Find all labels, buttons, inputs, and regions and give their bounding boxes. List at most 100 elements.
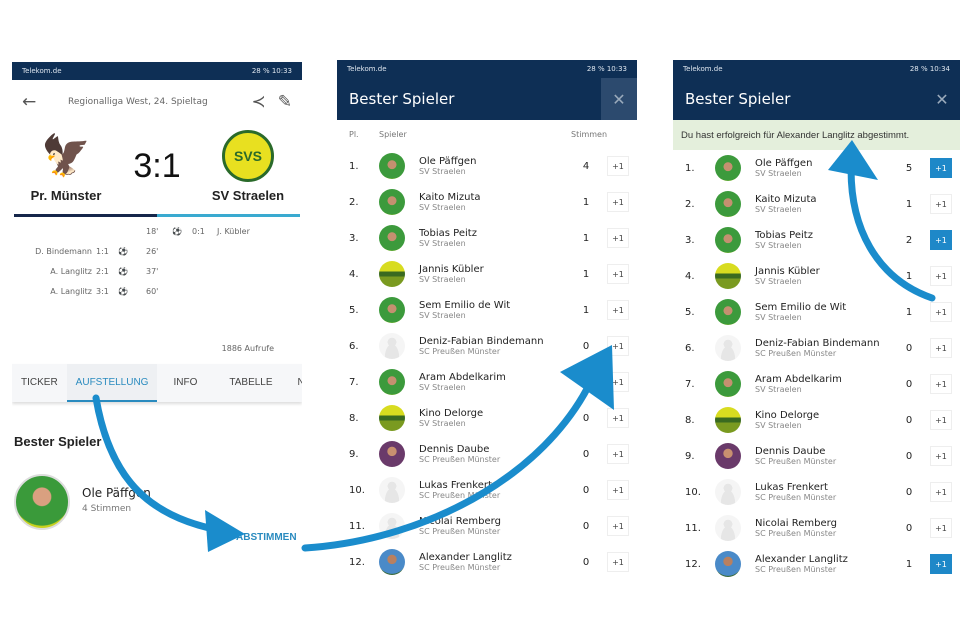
close-icon[interactable]: ✕ — [601, 78, 637, 120]
plus-one-button[interactable]: +1 — [930, 518, 952, 538]
plus-one-button[interactable]: +1 — [607, 192, 629, 212]
player-name: Lukas Frenkert — [419, 480, 492, 491]
plus-one-button[interactable]: +1 — [607, 408, 629, 428]
player-row: 4. Jannis Kübler SV Straelen 1 +1 — [673, 258, 960, 294]
player-row: 7. Aram Abdelkarim SV Straelen 0 +1 — [673, 366, 960, 402]
goal-minute: 18' — [146, 227, 159, 236]
plus-one-button[interactable]: +1 — [607, 336, 629, 356]
tab-news[interactable]: NEWS — [297, 377, 302, 388]
tab-tabelle[interactable]: TABELLE — [229, 377, 273, 388]
rank: 11. — [685, 522, 701, 534]
rank: 4. — [349, 268, 359, 280]
vote-count: 0 — [582, 376, 590, 388]
plus-one-button[interactable]: +1 — [930, 446, 952, 466]
player-name: Jannis Kübler — [755, 266, 820, 277]
plus-one-button[interactable]: +1 — [607, 480, 629, 500]
plus-one-button[interactable]: +1 — [607, 516, 629, 536]
player-row: 8. Kino Delorge SV Straelen 0 +1 — [673, 402, 960, 438]
vote-count: 0 — [582, 520, 590, 532]
player-name: Aram Abdelkarim — [755, 374, 842, 385]
plus-one-button[interactable]: +1 — [930, 554, 952, 574]
home-team[interactable]: 🦅 Pr. Münster — [26, 130, 106, 203]
avatar — [379, 333, 405, 359]
player-row: 10. Lukas Frenkert SC Preußen Münster 0 +… — [337, 472, 637, 508]
plus-one-button[interactable]: +1 — [930, 410, 952, 430]
player-club: SV Straelen — [755, 313, 802, 322]
avatar — [715, 443, 741, 469]
plus-one-button[interactable]: +1 — [607, 372, 629, 392]
plus-one-button[interactable]: +1 — [607, 444, 629, 464]
plus-one-button[interactable]: +1 — [930, 338, 952, 358]
edit-pencil-icon[interactable]: ✎ — [277, 92, 292, 112]
player-name: Sem Emilio de Wit — [419, 300, 511, 311]
rank: 12. — [349, 556, 365, 568]
avatar — [715, 191, 741, 217]
goal-score: 0:1 — [192, 227, 205, 236]
close-icon[interactable]: ✕ — [935, 89, 949, 109]
plus-one-button[interactable]: +1 — [930, 230, 952, 250]
rank: 12. — [685, 558, 701, 570]
plus-one-button[interactable]: +1 — [607, 156, 629, 176]
player-club: SC Preußen Münster — [419, 527, 501, 536]
vote-count: 0 — [582, 448, 590, 460]
avatar — [715, 335, 741, 361]
player-name: Alexander Langlitz — [419, 552, 512, 563]
goal-minute: 26' — [146, 247, 159, 256]
player-list: 1. Ole Päffgen SV Straelen 5 +1 2. Kaito … — [673, 150, 960, 580]
vote-count: 1 — [905, 558, 913, 570]
player-row: 12. Alexander Langlitz SC Preußen Münster… — [673, 546, 960, 580]
tab-ticker[interactable]: TICKER — [21, 377, 58, 388]
plus-one-button[interactable]: +1 — [607, 552, 629, 572]
plus-one-button[interactable]: +1 — [930, 194, 952, 214]
avatar — [14, 474, 70, 530]
plus-one-button[interactable]: +1 — [607, 228, 629, 248]
vote-screen: Telekom.de 28 % 10:33 Bester Spieler ✕ Pl.… — [337, 60, 637, 580]
away-team[interactable]: SVS SV Straelen — [208, 129, 288, 203]
status-right: 28 % 10:33 — [586, 65, 627, 73]
back-arrow-icon[interactable]: ← — [22, 92, 37, 112]
goal-list: 18' ⚽ 0:1 J. Kübler D. Bindemann 1:1 ⚽ 2… — [12, 217, 302, 317]
avatar — [379, 513, 405, 539]
avatar — [379, 189, 405, 215]
plus-one-button[interactable]: +1 — [930, 302, 952, 322]
rank: 5. — [349, 304, 359, 316]
player-name: Kino Delorge — [755, 410, 820, 421]
rank: 4. — [685, 270, 695, 282]
goal-score: 2:1 — [96, 267, 109, 276]
tab-info[interactable]: INFO — [173, 377, 198, 388]
player-row: 1. Ole Päffgen SV Straelen 4 +1 — [337, 148, 637, 184]
league-title: Regionalliga West, 24. Spieltag — [68, 97, 208, 107]
vote-button[interactable]: ABSTIMMEN — [236, 532, 297, 543]
possession-bar — [14, 214, 300, 217]
avatar — [379, 549, 405, 575]
rank: 2. — [685, 198, 695, 210]
avatar — [715, 155, 741, 181]
plus-one-button[interactable]: +1 — [930, 374, 952, 394]
plus-one-button[interactable]: +1 — [607, 264, 629, 284]
col-votes: Stimmen — [571, 129, 608, 139]
player-name: Alexander Langlitz — [755, 554, 848, 565]
plus-one-button[interactable]: +1 — [930, 266, 952, 286]
player-club: SV Straelen — [419, 419, 466, 428]
player-name: Kaito Mizuta — [755, 194, 817, 205]
player-row: 8. Kino Delorge SV Straelen 0 +1 — [337, 400, 637, 436]
rank: 1. — [685, 162, 695, 174]
plus-one-button[interactable]: +1 — [607, 300, 629, 320]
share-icon[interactable]: ≺ — [251, 92, 266, 112]
tab-aufstellung[interactable]: AUFSTELLUNG — [66, 364, 158, 402]
player-club: SV Straelen — [419, 275, 466, 284]
vote-count: 5 — [905, 162, 913, 174]
player-list: 1. Ole Päffgen SV Straelen 4 +1 2. Kaito … — [337, 148, 637, 580]
player-row: 11. Nicolai Remberg SC Preußen Münster 0 … — [337, 508, 637, 544]
player-club: SC Preußen Münster — [419, 563, 501, 572]
player-club: SV Straelen — [755, 421, 802, 430]
success-message: Du hast erfolgreich für Alexander Langli… — [673, 120, 960, 150]
rank: 11. — [349, 520, 365, 532]
rank: 7. — [685, 378, 695, 390]
plus-one-button[interactable]: +1 — [930, 158, 952, 178]
plus-one-button[interactable]: +1 — [930, 482, 952, 502]
player-name: Nicolai Remberg — [419, 516, 501, 527]
rank: 8. — [685, 414, 695, 426]
vote-count: 1 — [582, 268, 590, 280]
player-name: Deniz-Fabian Bindemann — [755, 338, 880, 349]
